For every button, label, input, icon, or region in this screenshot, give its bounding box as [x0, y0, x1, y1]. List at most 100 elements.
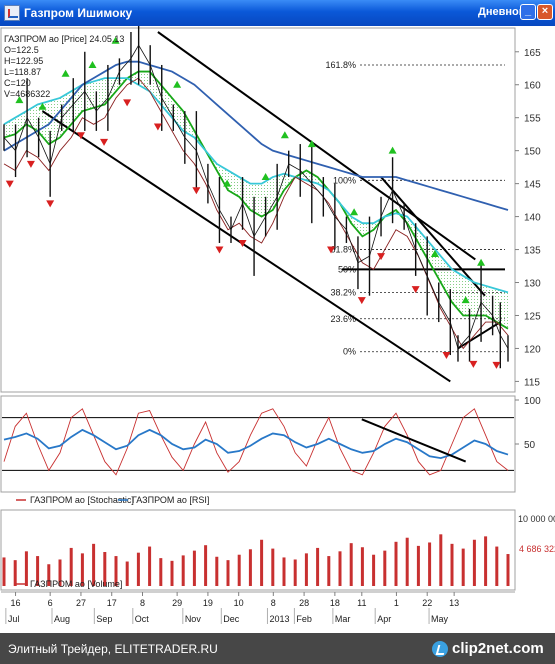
buy-signal-arrow: [15, 96, 24, 104]
rsi-line: [3, 428, 509, 460]
x-tick-label: 11: [357, 598, 366, 608]
sell-signal-arrow: [46, 200, 55, 208]
month-label: 2013: [269, 614, 289, 624]
month-label: Mar: [335, 614, 351, 624]
volume-bar: [338, 551, 342, 586]
osc-ytick-label: 50: [524, 440, 536, 451]
volume-bar: [148, 546, 152, 586]
volume-bar: [13, 560, 17, 586]
x-tick-label: 13: [449, 598, 459, 608]
sell-signal-arrow: [5, 180, 14, 188]
oscillator-frame: [0, 395, 516, 493]
volume-bar: [383, 550, 387, 586]
month-label: Sep: [96, 614, 112, 624]
buy-signal-arrow: [461, 296, 470, 304]
volume-panel[interactable]: 10 000 000 4 686 322 ГАЗПРОМ ао [Volume]: [0, 509, 555, 591]
buy-signal-arrow: [173, 80, 182, 88]
volume-bar: [2, 557, 6, 586]
x-tick-label: 8: [271, 598, 276, 608]
buy-signal-arrow: [261, 173, 270, 181]
clip2net-logo: clip2net.com: [452, 640, 544, 657]
volume-bar: [260, 539, 264, 586]
tenkan-line: [3, 77, 509, 294]
volume-bar: [248, 549, 252, 586]
buy-signal-arrow: [88, 60, 97, 68]
watermark-footer: Элитный Трейдер, ELITETRADER.RU clip2net…: [0, 633, 555, 664]
month-label: Aug: [54, 614, 70, 624]
oscillator-panel[interactable]: 50 100 ГАЗПРОМ ао [Stochastic]ГАЗПРОМ ао […: [0, 395, 541, 505]
ishimoku-chart[interactable]: 115120125130135140145150155160165161.8%1…: [0, 26, 555, 633]
trend-upper-line: [157, 31, 476, 261]
x-tick-label: 10: [234, 598, 244, 608]
chart-app-icon: [4, 5, 20, 21]
x-tick-label: 6: [48, 598, 53, 608]
volume-bar: [506, 554, 510, 586]
ichimoku-cloud: [4, 71, 508, 329]
volume-bar: [136, 552, 140, 586]
volume-bar: [360, 547, 364, 586]
source-caption: Элитный Трейдер, ELITETRADER.RU: [8, 642, 218, 656]
volume-bar: [125, 561, 129, 586]
volume-bar: [92, 543, 96, 586]
volume-bar: [293, 559, 297, 586]
volume-bar: [237, 554, 241, 586]
volume-bar: [181, 555, 185, 586]
volume-bar: [192, 550, 196, 586]
close-button[interactable]: ×: [537, 4, 553, 20]
price-legend-entry: C=120: [4, 78, 31, 88]
price-ytick-label: 150: [524, 147, 541, 158]
sell-signal-arrow: [238, 239, 247, 247]
minimize-button[interactable]: _: [520, 4, 536, 20]
x-tick-label: 22: [422, 598, 432, 608]
price-ytick-label: 145: [524, 180, 541, 191]
volume-bar: [472, 539, 476, 586]
senkou-b-line: [3, 60, 509, 211]
x-tick-label: 16: [11, 598, 21, 608]
volume-bar: [282, 557, 286, 586]
x-tick-label: 28: [299, 598, 309, 608]
volume-bar: [36, 556, 40, 586]
sell-signal-arrow: [215, 246, 224, 254]
month-label: Nov: [185, 614, 202, 624]
price-ytick-label: 130: [524, 279, 541, 290]
sell-signal-arrow: [100, 138, 109, 146]
volume-legend-label: ГАЗПРОМ ао [Volume]: [30, 579, 122, 589]
price-ytick-label: 165: [524, 48, 541, 59]
buy-signal-arrow: [388, 146, 397, 154]
trend-inner-line: [380, 176, 486, 297]
x-tick-label: 18: [330, 598, 340, 608]
month-label: Jul: [8, 614, 20, 624]
sell-signal-arrow: [469, 360, 478, 368]
sell-signal-arrow: [327, 246, 336, 254]
month-label: Apr: [377, 614, 391, 624]
month-label: Feb: [296, 614, 312, 624]
price-panel[interactable]: 115 120 125 130 135 140 145 150 155 160 165 161.8% 1…: [0, 26, 541, 393]
fib-level-label: 61.8%: [330, 245, 356, 255]
x-tick-label: 17: [107, 598, 117, 608]
volume-bar: [226, 560, 230, 586]
price-legend-entry: O=122.5: [4, 45, 39, 55]
sell-signal-arrow: [411, 286, 420, 294]
stochastic-legend-label: ГАЗПРОМ ао [Stochastic]: [30, 495, 134, 505]
sell-signal-arrow: [76, 132, 85, 140]
volume-bar: [428, 542, 432, 586]
x-tick-label: 27: [76, 598, 86, 608]
timeframe-label[interactable]: Дневной: [478, 6, 526, 18]
buy-signal-arrow: [280, 131, 289, 139]
price-ytick-label: 115: [524, 377, 540, 388]
x-tick-label: 29: [172, 598, 182, 608]
x-tick-label: 19: [203, 598, 213, 608]
fib-level-label: 38.2%: [330, 287, 356, 297]
window-titlebar: Газпром Ишимоку Дневной _ ×: [0, 0, 555, 26]
buy-signal-arrow: [111, 36, 120, 44]
volume-bar: [215, 556, 219, 586]
price-legend-entry: H=122.95: [4, 56, 43, 66]
buy-signal-arrow: [350, 208, 359, 216]
sell-signal-arrow: [442, 352, 451, 360]
volume-bar: [349, 543, 353, 586]
volume-bar: [170, 560, 174, 586]
buy-signal-arrow: [477, 258, 486, 266]
volume-bar: [372, 554, 376, 586]
price-ytick-label: 160: [524, 81, 541, 92]
sell-signal-arrow: [492, 361, 501, 369]
